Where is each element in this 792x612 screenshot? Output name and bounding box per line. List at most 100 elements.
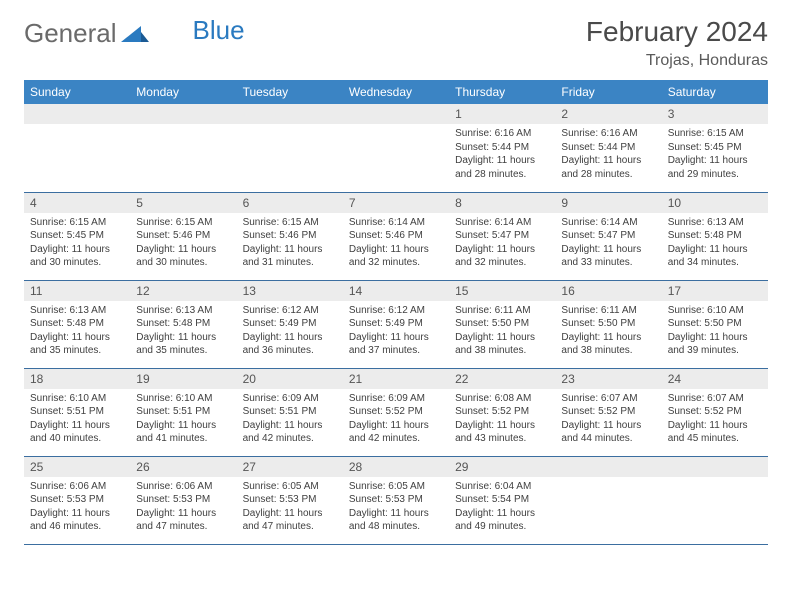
day-number: 18	[24, 369, 130, 389]
daylight-text: Daylight: 11 hours and 31 minutes.	[243, 243, 337, 270]
daylight-text: Daylight: 11 hours and 40 minutes.	[30, 419, 124, 446]
day-content: Sunrise: 6:08 AMSunset: 5:52 PMDaylight:…	[449, 389, 555, 452]
sunset-text: Sunset: 5:47 PM	[561, 229, 655, 243]
day-number: 14	[343, 281, 449, 301]
daylight-text: Daylight: 11 hours and 49 minutes.	[455, 507, 549, 534]
calendar-day-cell: 19Sunrise: 6:10 AMSunset: 5:51 PMDayligh…	[130, 368, 236, 456]
day-number: 10	[662, 193, 768, 213]
calendar-day-cell: 9Sunrise: 6:14 AMSunset: 5:47 PMDaylight…	[555, 192, 661, 280]
day-content: Sunrise: 6:04 AMSunset: 5:54 PMDaylight:…	[449, 477, 555, 540]
sunset-text: Sunset: 5:50 PM	[455, 317, 549, 331]
logo-text-gray: General	[24, 18, 117, 49]
day-content: Sunrise: 6:10 AMSunset: 5:51 PMDaylight:…	[130, 389, 236, 452]
day-number: 26	[130, 457, 236, 477]
calendar-header-row: SundayMondayTuesdayWednesdayThursdayFrid…	[24, 80, 768, 104]
day-number: 2	[555, 104, 661, 124]
day-number: 19	[130, 369, 236, 389]
day-number: 17	[662, 281, 768, 301]
daylight-text: Daylight: 11 hours and 39 minutes.	[668, 331, 762, 358]
calendar-day-cell: 7Sunrise: 6:14 AMSunset: 5:46 PMDaylight…	[343, 192, 449, 280]
daylight-text: Daylight: 11 hours and 29 minutes.	[668, 154, 762, 181]
weekday-header: Monday	[130, 80, 236, 104]
sunset-text: Sunset: 5:53 PM	[243, 493, 337, 507]
sunrise-text: Sunrise: 6:16 AM	[561, 127, 655, 141]
daylight-text: Daylight: 11 hours and 41 minutes.	[136, 419, 230, 446]
weekday-header: Friday	[555, 80, 661, 104]
sunset-text: Sunset: 5:46 PM	[243, 229, 337, 243]
day-number: 6	[237, 193, 343, 213]
logo: General Blue	[24, 16, 245, 51]
calendar-day-cell: 16Sunrise: 6:11 AMSunset: 5:50 PMDayligh…	[555, 280, 661, 368]
sunset-text: Sunset: 5:46 PM	[349, 229, 443, 243]
day-content: Sunrise: 6:13 AMSunset: 5:48 PMDaylight:…	[662, 213, 768, 276]
day-number: 20	[237, 369, 343, 389]
calendar-day-cell: 1Sunrise: 6:16 AMSunset: 5:44 PMDaylight…	[449, 104, 555, 192]
day-content: Sunrise: 6:12 AMSunset: 5:49 PMDaylight:…	[343, 301, 449, 364]
calendar-day-cell: 3Sunrise: 6:15 AMSunset: 5:45 PMDaylight…	[662, 104, 768, 192]
sunrise-text: Sunrise: 6:16 AM	[455, 127, 549, 141]
sunrise-text: Sunrise: 6:15 AM	[30, 216, 124, 230]
sunset-text: Sunset: 5:50 PM	[668, 317, 762, 331]
logo-text-blue: Blue	[193, 15, 245, 46]
day-number-empty	[130, 104, 236, 124]
sunset-text: Sunset: 5:45 PM	[668, 141, 762, 155]
sunset-text: Sunset: 5:50 PM	[561, 317, 655, 331]
sunset-text: Sunset: 5:46 PM	[136, 229, 230, 243]
day-content: Sunrise: 6:06 AMSunset: 5:53 PMDaylight:…	[24, 477, 130, 540]
day-number-empty	[24, 104, 130, 124]
daylight-text: Daylight: 11 hours and 30 minutes.	[30, 243, 124, 270]
daylight-text: Daylight: 11 hours and 32 minutes.	[349, 243, 443, 270]
sunset-text: Sunset: 5:48 PM	[30, 317, 124, 331]
day-number: 29	[449, 457, 555, 477]
sunset-text: Sunset: 5:48 PM	[668, 229, 762, 243]
sunrise-text: Sunrise: 6:10 AM	[30, 392, 124, 406]
sunset-text: Sunset: 5:53 PM	[136, 493, 230, 507]
title-block: February 2024 Trojas, Honduras	[586, 16, 768, 70]
calendar-empty-cell	[662, 456, 768, 544]
calendar-day-cell: 6 Sunrise: 6:15 AMSunset: 5:46 PMDaylight…	[237, 192, 343, 280]
day-number: 21	[343, 369, 449, 389]
calendar-day-cell: 8Sunrise: 6:14 AMSunset: 5:47 PMDaylight…	[449, 192, 555, 280]
sunrise-text: Sunrise: 6:07 AM	[561, 392, 655, 406]
day-number: 3	[662, 104, 768, 124]
sunset-text: Sunset: 5:53 PM	[349, 493, 443, 507]
sunrise-text: Sunrise: 6:06 AM	[30, 480, 124, 494]
day-content: Sunrise: 6:10 AMSunset: 5:51 PMDaylight:…	[24, 389, 130, 452]
day-content: Sunrise: 6:07 AMSunset: 5:52 PMDaylight:…	[662, 389, 768, 452]
sunrise-text: Sunrise: 6:09 AM	[349, 392, 443, 406]
sunrise-text: Sunrise: 6:15 AM	[243, 216, 337, 230]
sunset-text: Sunset: 5:44 PM	[455, 141, 549, 155]
day-content: Sunrise: 6:15 AMSunset: 5:46 PMDaylight:…	[130, 213, 236, 276]
sunrise-text: Sunrise: 6:12 AM	[243, 304, 337, 318]
sunrise-text: Sunrise: 6:13 AM	[30, 304, 124, 318]
day-number: 22	[449, 369, 555, 389]
sunrise-text: Sunrise: 6:11 AM	[455, 304, 549, 318]
sunrise-text: Sunrise: 6:07 AM	[668, 392, 762, 406]
daylight-text: Daylight: 11 hours and 46 minutes.	[30, 507, 124, 534]
sunrise-text: Sunrise: 6:12 AM	[349, 304, 443, 318]
day-content: Sunrise: 6:13 AMSunset: 5:48 PMDaylight:…	[24, 301, 130, 364]
calendar-day-cell: 13Sunrise: 6:12 AMSunset: 5:49 PMDayligh…	[237, 280, 343, 368]
day-content: Sunrise: 6:12 AMSunset: 5:49 PMDaylight:…	[237, 301, 343, 364]
daylight-text: Daylight: 11 hours and 28 minutes.	[561, 154, 655, 181]
calendar-row: 18Sunrise: 6:10 AMSunset: 5:51 PMDayligh…	[24, 368, 768, 456]
sunrise-text: Sunrise: 6:11 AM	[561, 304, 655, 318]
day-number: 16	[555, 281, 661, 301]
sunrise-text: Sunrise: 6:05 AM	[349, 480, 443, 494]
day-number: 5	[130, 193, 236, 213]
calendar-day-cell: 14Sunrise: 6:12 AMSunset: 5:49 PMDayligh…	[343, 280, 449, 368]
calendar-day-cell: 17Sunrise: 6:10 AMSunset: 5:50 PMDayligh…	[662, 280, 768, 368]
sunset-text: Sunset: 5:53 PM	[30, 493, 124, 507]
sunset-text: Sunset: 5:52 PM	[668, 405, 762, 419]
calendar-empty-cell	[237, 104, 343, 192]
calendar-day-cell: 22Sunrise: 6:08 AMSunset: 5:52 PMDayligh…	[449, 368, 555, 456]
calendar-day-cell: 15Sunrise: 6:11 AMSunset: 5:50 PMDayligh…	[449, 280, 555, 368]
calendar-day-cell: 4Sunrise: 6:15 AMSunset: 5:45 PMDaylight…	[24, 192, 130, 280]
day-number: 9	[555, 193, 661, 213]
day-content: Sunrise: 6:11 AMSunset: 5:50 PMDaylight:…	[555, 301, 661, 364]
daylight-text: Daylight: 11 hours and 28 minutes.	[455, 154, 549, 181]
daylight-text: Daylight: 11 hours and 35 minutes.	[30, 331, 124, 358]
day-number-empty	[555, 457, 661, 477]
daylight-text: Daylight: 11 hours and 37 minutes.	[349, 331, 443, 358]
weekday-header: Sunday	[24, 80, 130, 104]
